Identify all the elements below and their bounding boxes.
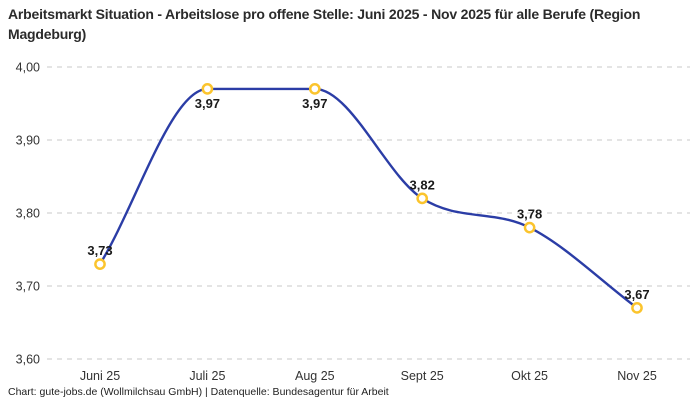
data-point-label: 3,97 (302, 96, 327, 111)
data-point-label: 3,97 (195, 96, 220, 111)
data-point-marker (631, 302, 643, 314)
x-tick-label: Nov 25 (617, 369, 657, 383)
data-point-label: 3,73 (87, 243, 112, 258)
y-tick-label: 4,00 (16, 61, 40, 75)
y-tick-label: 3,60 (16, 353, 40, 367)
data-point-marker (308, 83, 321, 95)
data-point-marker (523, 221, 536, 234)
chart-title: Arbeitsmarkt Situation - Arbeitslose pro… (8, 6, 641, 42)
y-tick-label: 3,80 (16, 207, 40, 221)
x-tick-label: Juni 25 (80, 369, 120, 383)
y-tick-label: 3,90 (16, 134, 40, 148)
data-point-label: 3,78 (517, 207, 542, 222)
attribution-footer: Chart: gute-jobs.de (Wollmilchsau GmbH) … (8, 386, 389, 398)
x-tick-label: Aug 25 (295, 369, 335, 383)
x-tick-label: Sept 25 (401, 369, 444, 383)
data-line (98, 87, 639, 310)
data-point-label: 3,82 (410, 177, 435, 192)
data-point-marker (94, 258, 106, 270)
x-tick-label: Juli 25 (189, 369, 225, 383)
data-point-label: 3,67 (624, 287, 649, 302)
x-tick-label: Okt 25 (511, 369, 548, 383)
data-point-marker (416, 192, 429, 205)
y-tick-label: 3,70 (16, 280, 40, 294)
data-point-marker (201, 83, 214, 95)
